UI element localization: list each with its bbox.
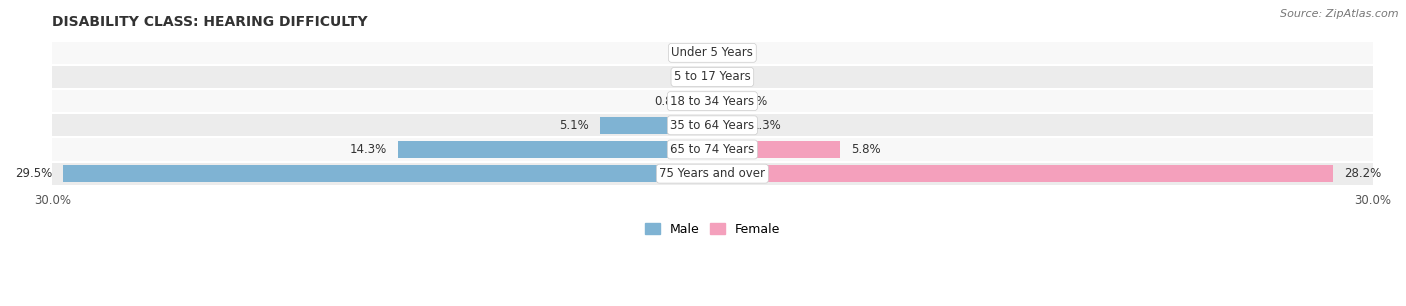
Text: 0.0%: 0.0% xyxy=(672,46,702,59)
Bar xyxy=(52,114,1372,136)
Text: DISABILITY CLASS: HEARING DIFFICULTY: DISABILITY CLASS: HEARING DIFFICULTY xyxy=(52,15,368,29)
Text: 5 to 17 Years: 5 to 17 Years xyxy=(673,70,751,84)
Bar xyxy=(713,165,1333,182)
Bar xyxy=(52,138,1372,161)
Text: 0.0%: 0.0% xyxy=(723,46,754,59)
Text: 18 to 34 Years: 18 to 34 Years xyxy=(671,95,755,108)
Bar xyxy=(695,92,713,110)
Bar xyxy=(600,117,713,134)
Bar xyxy=(713,117,741,134)
Text: 0.0%: 0.0% xyxy=(723,70,754,84)
Text: Source: ZipAtlas.com: Source: ZipAtlas.com xyxy=(1281,9,1399,19)
Text: 14.3%: 14.3% xyxy=(350,143,387,156)
Text: 1.3%: 1.3% xyxy=(752,119,782,132)
Bar xyxy=(52,66,1372,88)
Bar xyxy=(398,141,713,158)
Text: 5.1%: 5.1% xyxy=(560,119,589,132)
Bar xyxy=(63,165,713,182)
Text: 0.8%: 0.8% xyxy=(654,95,683,108)
Bar xyxy=(52,42,1372,64)
Bar xyxy=(713,141,839,158)
Text: Under 5 Years: Under 5 Years xyxy=(672,46,754,59)
Text: 5.8%: 5.8% xyxy=(851,143,880,156)
Text: 65 to 74 Years: 65 to 74 Years xyxy=(671,143,755,156)
Text: 35 to 64 Years: 35 to 64 Years xyxy=(671,119,755,132)
Text: 0.29%: 0.29% xyxy=(730,95,768,108)
Text: 75 Years and over: 75 Years and over xyxy=(659,167,765,180)
Text: 29.5%: 29.5% xyxy=(15,167,52,180)
Text: 0.0%: 0.0% xyxy=(672,70,702,84)
Legend: Male, Female: Male, Female xyxy=(640,218,785,241)
Bar xyxy=(52,90,1372,112)
Text: 28.2%: 28.2% xyxy=(1344,167,1381,180)
Bar xyxy=(52,162,1372,185)
Bar xyxy=(713,92,718,110)
